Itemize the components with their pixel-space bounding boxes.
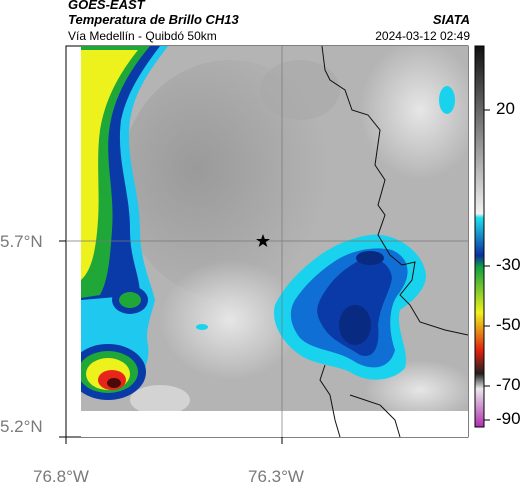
department-border	[321, 45, 469, 336]
lat-label: 5.2°N	[0, 417, 43, 436]
star-marker	[256, 234, 270, 247]
product-title: Temperatura de Brillo CH13	[68, 12, 239, 27]
department-border-south	[319, 364, 341, 438]
colorbar-tick-label: 20	[496, 99, 515, 118]
colorbar-tick-label: -30	[496, 255, 521, 274]
route-subtitle: Vía Medellín - Quibdó 50km	[68, 29, 217, 43]
brightness-temperature-field	[81, 46, 468, 420]
lon-label: 76.3°W	[248, 467, 304, 486]
organization-label: SIATA	[432, 12, 470, 27]
colorbar-tick-label: -50	[496, 315, 521, 334]
lon-label: 76.8°W	[33, 467, 89, 486]
lat-label: 5.7°N	[0, 232, 43, 251]
department-border-southeast	[349, 394, 401, 438]
colorbar	[474, 45, 485, 428]
timestamp-label: 2024-03-12 02:49	[375, 29, 470, 43]
colorbar-tick-label: -70	[496, 375, 521, 394]
satellite-title: GOES-EAST	[68, 0, 145, 12]
colorbar-tick-label: -90	[496, 409, 521, 428]
